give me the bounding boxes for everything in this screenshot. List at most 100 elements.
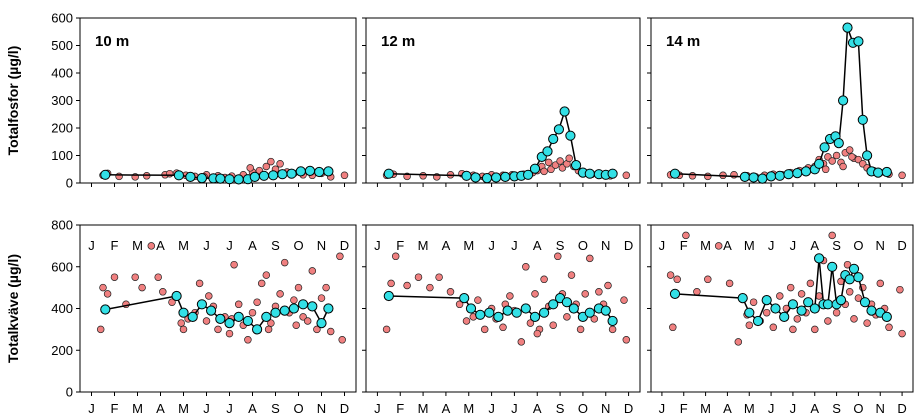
mean-point (548, 133, 559, 145)
x-tick-label: J (768, 401, 775, 415)
mean-point (500, 171, 511, 182)
sample-point (704, 275, 712, 284)
mean-point (881, 166, 892, 178)
sample-point (622, 171, 631, 180)
sample-point (876, 279, 885, 288)
sample-point (159, 288, 167, 296)
mean-point (809, 303, 820, 314)
x-tick-label: M (418, 401, 429, 415)
mean-point (465, 303, 477, 314)
sample-point (522, 263, 530, 271)
sample-point (554, 252, 562, 261)
sample-point (308, 267, 317, 275)
sample-point (195, 279, 204, 288)
mean-point (779, 311, 790, 322)
mean-point (752, 315, 764, 327)
mean-point (819, 142, 830, 153)
sample-point (280, 258, 289, 267)
sample-point (622, 336, 631, 344)
mean-point (459, 293, 470, 304)
sample-point (734, 338, 743, 346)
mean-point (862, 150, 873, 161)
mean-point (873, 167, 884, 178)
mean-point (833, 138, 844, 149)
sample-point (517, 338, 526, 346)
mean-point (258, 170, 270, 181)
x-tick-label: A (533, 238, 542, 253)
mean-point (792, 168, 803, 179)
sample-point (154, 273, 162, 281)
sample-point (749, 298, 758, 306)
mean-point (669, 168, 681, 179)
x-tick-label: J (203, 238, 210, 253)
sample-point (414, 273, 423, 281)
mean-point (561, 297, 573, 308)
sample-point (843, 260, 852, 269)
x-tick-label: J (511, 401, 518, 415)
x-tick-label: A (248, 401, 257, 415)
sample-point (168, 298, 176, 306)
y-tick-label: 200 (51, 343, 73, 358)
mean-point (737, 293, 748, 304)
mean-point (470, 172, 481, 183)
mean-point (224, 174, 235, 185)
sample-point (276, 290, 284, 298)
mean-point (215, 173, 226, 184)
sample-point (202, 317, 211, 325)
panel-3: J F M A M J J A S O N D14 m (647, 17, 914, 253)
mean-point (173, 170, 184, 181)
x-tick-label: O (853, 401, 863, 415)
x-tick-label: S (832, 401, 841, 415)
mean-point (520, 303, 531, 314)
y-tick-label: 0 (66, 176, 73, 191)
sample-point (540, 275, 548, 284)
mean-point (857, 114, 868, 125)
sample-point (336, 252, 344, 261)
x-tick-label: F (111, 238, 119, 253)
sample-point (811, 325, 819, 334)
sample-point (179, 325, 188, 334)
sample-point (147, 242, 156, 250)
sample-point (533, 329, 542, 338)
mean-point (739, 171, 751, 182)
sample-point (839, 162, 847, 171)
mean-point (185, 171, 196, 182)
sample-point (403, 281, 411, 290)
x-tick-label: A (156, 238, 165, 253)
x-tick-label: J (659, 238, 666, 253)
mean-point (383, 168, 394, 179)
x-tick-label: N (317, 401, 326, 415)
mean-point (481, 173, 493, 184)
mean-point (252, 324, 263, 335)
sample-point (264, 325, 273, 334)
sample-point (854, 294, 863, 302)
x-tick-label: S (832, 238, 841, 253)
x-tick-label: S (556, 238, 565, 253)
sample-point (253, 298, 261, 306)
mean-point (766, 171, 777, 182)
mean-point (770, 303, 781, 314)
sample-point (338, 336, 346, 344)
sample-point (340, 171, 349, 180)
y-tick-label: 600 (51, 259, 73, 274)
mean-point (842, 22, 853, 33)
mean-point (529, 163, 541, 174)
x-tick-label: J (488, 238, 495, 253)
sample-point (863, 319, 871, 327)
y-tick-label: 500 (51, 38, 73, 53)
sample-point (262, 162, 271, 171)
mean-point (249, 171, 260, 182)
sample-point (693, 288, 701, 296)
mean-point (298, 299, 309, 310)
sample-point (292, 321, 300, 329)
mean-point (565, 130, 576, 141)
y-axis-title: Totalfosfor (µg/l) (5, 46, 21, 156)
mean-point (277, 169, 288, 180)
mean-point (100, 169, 111, 180)
x-tick-label: M (418, 238, 429, 253)
sample-point (103, 290, 112, 298)
x-tick-label: A (810, 238, 819, 253)
sample-point (898, 171, 906, 180)
mean-point (838, 95, 849, 106)
